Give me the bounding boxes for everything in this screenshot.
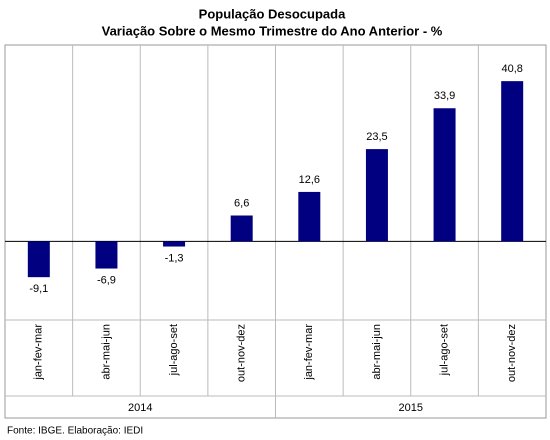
x-tick-label: abr-mai-jun xyxy=(100,324,112,380)
source-note: Fonte: IBGE. Elaboração: IEDI xyxy=(7,426,143,437)
bar xyxy=(365,149,388,242)
chart-title: População Desocupada xyxy=(199,6,346,21)
x-tick-label: out-nov-dez xyxy=(506,324,518,382)
group-label: 2015 xyxy=(399,402,423,414)
data-label: 6,6 xyxy=(234,197,249,209)
bar xyxy=(230,215,253,242)
bar xyxy=(27,241,50,278)
data-label: 40,8 xyxy=(501,63,522,75)
bar xyxy=(163,241,186,247)
bar xyxy=(298,191,321,242)
bar xyxy=(433,108,456,242)
x-tick-label: jul-ago-set xyxy=(168,324,180,376)
data-label: -1,3 xyxy=(165,252,184,264)
x-tick-label: jan-fev-mar xyxy=(33,324,45,381)
x-tick-label: out-nov-dez xyxy=(236,324,248,382)
x-tick-label: jul-ago-set xyxy=(438,324,450,376)
x-tick-label: jan-fev-mar xyxy=(303,324,315,381)
data-label: 23,5 xyxy=(366,131,387,143)
chart-subtitle: Variação Sobre o Mesmo Trimestre do Ano … xyxy=(102,23,443,38)
bar xyxy=(501,81,524,242)
data-label: -9,1 xyxy=(29,283,48,295)
data-label: 12,6 xyxy=(299,174,320,186)
x-tick-label: abr-mai-jun xyxy=(371,324,383,380)
group-label: 2014 xyxy=(128,402,152,414)
bar xyxy=(95,241,118,269)
data-label: 33,9 xyxy=(434,90,455,102)
data-label: -6,9 xyxy=(97,274,116,286)
